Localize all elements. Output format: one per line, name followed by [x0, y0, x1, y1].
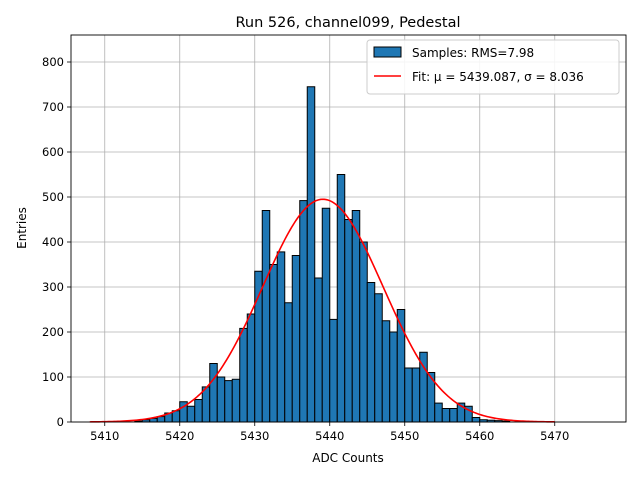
y-tick-label: 200 — [42, 325, 64, 339]
y-tick-label: 400 — [42, 235, 64, 249]
y-tick-label: 700 — [42, 100, 64, 114]
y-tick-label: 0 — [57, 415, 64, 429]
y-tick-label: 800 — [42, 55, 64, 69]
histogram-bar — [246, 313, 256, 423]
histogram-bar — [314, 277, 323, 423]
histogram-bar — [254, 270, 263, 423]
histogram-bar — [306, 86, 316, 423]
x-tick-label: 5440 — [315, 429, 344, 443]
x-tick-label: 5450 — [390, 429, 419, 443]
x-axis-ticks: 5410 5420 5430 5440 5450 5460 5470 — [90, 422, 569, 443]
y-axis-label: Entries — [15, 207, 29, 249]
histogram-bar — [321, 207, 331, 423]
histogram-bar — [471, 417, 481, 423]
histogram-bar — [359, 241, 368, 423]
x-axis-label: ADC Counts — [312, 451, 384, 465]
histogram-bar — [381, 320, 391, 423]
fit-curve-group — [89, 198, 555, 423]
histogram-bar — [269, 264, 278, 423]
histogram-bar — [284, 302, 293, 423]
histogram-bar — [374, 293, 383, 423]
y-tick-label: 300 — [42, 280, 64, 294]
histogram-bar — [194, 399, 203, 423]
histogram-bars — [134, 86, 511, 423]
histogram-bar — [389, 331, 398, 423]
y-tick-label: 100 — [42, 370, 64, 384]
legend-label-fit: Fit: μ = 5439.087, σ = 8.036 — [412, 70, 584, 84]
histogram-bar — [351, 210, 361, 423]
histogram-bar — [201, 386, 211, 423]
histogram-bar — [366, 282, 376, 423]
legend-label-samples: Samples: RMS=7.98 — [412, 46, 534, 60]
histogram-bar — [344, 219, 353, 423]
histogram-bar — [239, 327, 248, 423]
histogram-bar — [216, 376, 226, 423]
histogram-bar — [231, 378, 241, 423]
histogram-bar — [434, 402, 443, 423]
histogram-bar — [441, 408, 451, 423]
legend-swatch-samples — [373, 46, 402, 58]
plot-frame — [70, 34, 627, 423]
chart-title: Run 526, channel099, Pedestal — [235, 15, 460, 31]
legend-box — [366, 39, 620, 95]
x-tick-label: 5460 — [465, 429, 494, 443]
histogram-bar — [276, 251, 286, 423]
histogram-bar — [261, 210, 271, 423]
y-tick-label: 500 — [42, 190, 64, 204]
histogram-bar — [291, 255, 301, 423]
y-axis-ticks: 0 100 200 300 400 500 600 700 800 — [42, 55, 71, 429]
histogram-bar — [299, 200, 308, 423]
y-tick-label: 600 — [42, 145, 64, 159]
histogram-bar — [209, 363, 218, 423]
histogram-bar — [186, 405, 196, 423]
gaussian-fit-line — [89, 198, 555, 423]
histogram-bar — [329, 318, 338, 423]
x-tick-label: 5430 — [240, 429, 269, 443]
histogram-bar — [449, 408, 458, 423]
x-tick-label: 5420 — [165, 429, 194, 443]
histogram-bar — [404, 367, 413, 423]
histogram-bar — [411, 367, 421, 423]
legend: Samples: RMS=7.98 Fit: μ = 5439.087, σ =… — [366, 39, 620, 95]
x-tick-label: 5410 — [90, 429, 119, 443]
histogram-bar — [224, 380, 233, 423]
grid-lines — [71, 35, 626, 423]
x-tick-label: 5470 — [540, 429, 569, 443]
